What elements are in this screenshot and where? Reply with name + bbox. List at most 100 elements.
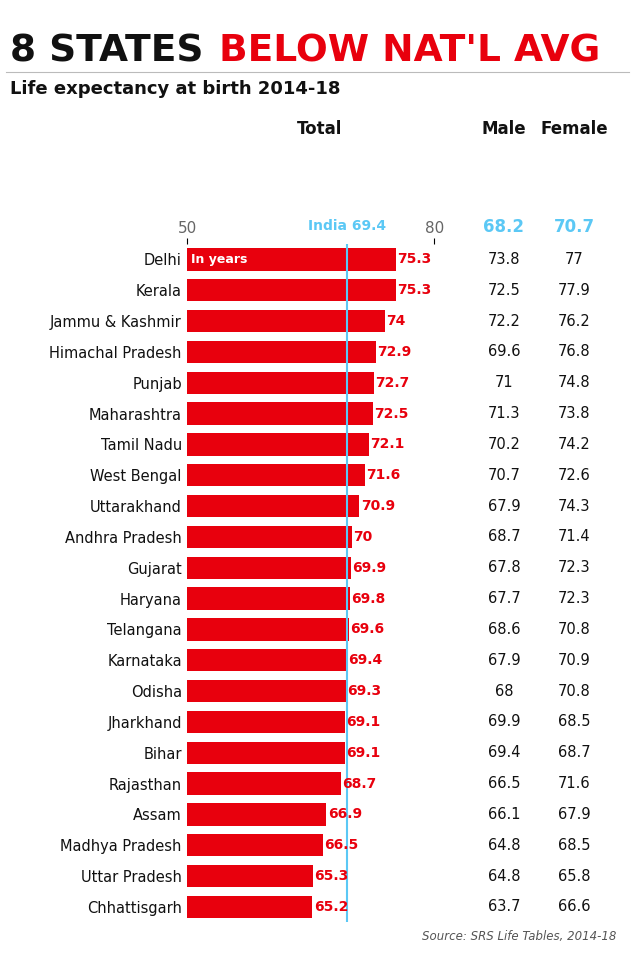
Text: 68.7: 68.7 — [488, 529, 520, 545]
Text: 69.8: 69.8 — [352, 591, 386, 605]
Text: 69.4: 69.4 — [349, 653, 382, 668]
Bar — [187, 465, 365, 486]
Text: 70.7: 70.7 — [488, 468, 520, 483]
Text: 68.2: 68.2 — [483, 219, 525, 236]
Text: 65.8: 65.8 — [558, 869, 590, 883]
Text: 68.5: 68.5 — [558, 714, 590, 729]
Text: 70: 70 — [353, 530, 373, 544]
Bar — [187, 372, 374, 394]
Text: 72.5: 72.5 — [488, 283, 520, 298]
Text: 69.6: 69.6 — [488, 345, 520, 359]
Bar — [187, 433, 370, 456]
Text: 71.6: 71.6 — [366, 468, 401, 482]
Text: 63.7: 63.7 — [488, 900, 520, 915]
Text: 64.8: 64.8 — [488, 837, 520, 853]
Text: India 69.4: India 69.4 — [308, 220, 386, 233]
Bar — [187, 341, 376, 363]
Text: 72.3: 72.3 — [558, 591, 591, 606]
Text: 74.2: 74.2 — [558, 437, 591, 452]
Bar — [187, 680, 346, 702]
Text: 70.7: 70.7 — [553, 219, 594, 236]
Text: 71.6: 71.6 — [558, 776, 591, 792]
Text: 67.7: 67.7 — [488, 591, 520, 606]
Text: 67.9: 67.9 — [558, 807, 591, 822]
Text: TOI: TOI — [13, 946, 36, 959]
Text: 69.9: 69.9 — [488, 714, 520, 729]
Text: 74.8: 74.8 — [558, 375, 591, 390]
Text: 72.9: 72.9 — [377, 345, 411, 359]
Text: 74.3: 74.3 — [558, 499, 590, 513]
Text: Female: Female — [540, 120, 608, 138]
Text: 71.3: 71.3 — [488, 406, 520, 421]
Text: 70.9: 70.9 — [558, 653, 591, 668]
Bar — [187, 772, 342, 794]
Text: Life expectancy at birth 2014-18: Life expectancy at birth 2014-18 — [10, 80, 340, 98]
Text: 72.1: 72.1 — [371, 437, 405, 452]
Text: 68.7: 68.7 — [342, 777, 377, 791]
Text: 70.2: 70.2 — [488, 437, 520, 452]
Text: 8 STATES: 8 STATES — [10, 33, 216, 69]
Text: 75.3: 75.3 — [397, 253, 431, 266]
Text: 67.8: 67.8 — [488, 560, 520, 575]
Text: 69.4: 69.4 — [488, 746, 520, 760]
Text: FOR MORE  INFOGRAPHICS DOWNLOAD  TIMES OF INDIA APP: FOR MORE INFOGRAPHICS DOWNLOAD TIMES OF … — [83, 948, 439, 957]
Text: 69.1: 69.1 — [346, 714, 380, 729]
Text: 76.2: 76.2 — [558, 313, 591, 329]
Bar — [187, 803, 326, 826]
Text: 66.5: 66.5 — [488, 776, 520, 792]
Text: 69.3: 69.3 — [347, 684, 382, 698]
Text: 68.5: 68.5 — [558, 837, 590, 853]
Bar — [187, 402, 373, 425]
Bar — [187, 834, 323, 856]
Text: BELOW NAT'L AVG: BELOW NAT'L AVG — [219, 33, 600, 69]
Bar — [187, 495, 359, 517]
Text: 72.3: 72.3 — [558, 560, 591, 575]
Text: 65.3: 65.3 — [314, 869, 349, 883]
Text: 65.2: 65.2 — [314, 900, 348, 914]
Bar — [187, 742, 345, 764]
Text: 73.8: 73.8 — [488, 252, 520, 266]
Text: 72.7: 72.7 — [375, 376, 410, 389]
Bar — [187, 526, 352, 548]
Bar — [187, 711, 345, 733]
Text: 67.9: 67.9 — [488, 653, 520, 668]
Text: Male: Male — [481, 120, 526, 138]
Text: 72.6: 72.6 — [558, 468, 591, 483]
Text: Source: SRS Life Tables, 2014-18: Source: SRS Life Tables, 2014-18 — [422, 930, 616, 943]
Text: 72.5: 72.5 — [374, 407, 408, 421]
Bar — [187, 310, 385, 332]
Text: 66.6: 66.6 — [558, 900, 590, 915]
Text: 66.5: 66.5 — [324, 838, 359, 852]
Text: 68.6: 68.6 — [488, 622, 520, 637]
Text: 64.8: 64.8 — [488, 869, 520, 883]
Bar — [187, 865, 313, 887]
Text: 69.1: 69.1 — [346, 746, 380, 759]
Text: 71: 71 — [495, 375, 513, 390]
Text: 73.8: 73.8 — [558, 406, 590, 421]
Text: 72.2: 72.2 — [488, 313, 520, 329]
Bar — [187, 279, 396, 302]
Text: 74: 74 — [386, 314, 406, 328]
Text: 67.9: 67.9 — [488, 499, 520, 513]
Bar — [187, 619, 349, 640]
Text: 66.9: 66.9 — [328, 807, 362, 822]
Text: 75.3: 75.3 — [397, 283, 431, 298]
Text: 70.9: 70.9 — [361, 499, 395, 513]
Text: 68: 68 — [495, 683, 513, 699]
Text: 69.6: 69.6 — [350, 623, 384, 636]
Text: 69.9: 69.9 — [352, 561, 387, 575]
Text: 77.9: 77.9 — [558, 283, 591, 298]
Text: 68.7: 68.7 — [558, 746, 591, 760]
Text: 70.8: 70.8 — [558, 622, 591, 637]
Text: 76.8: 76.8 — [558, 345, 591, 359]
Bar — [187, 649, 347, 671]
Bar — [187, 248, 396, 270]
Bar — [187, 896, 312, 918]
Text: 71.4: 71.4 — [558, 529, 591, 545]
Bar — [187, 588, 351, 610]
Text: In years: In years — [190, 253, 247, 265]
Text: 77: 77 — [565, 252, 584, 266]
Text: Total: Total — [297, 120, 342, 138]
Text: 66.1: 66.1 — [488, 807, 520, 822]
Text: 70.8: 70.8 — [558, 683, 591, 699]
